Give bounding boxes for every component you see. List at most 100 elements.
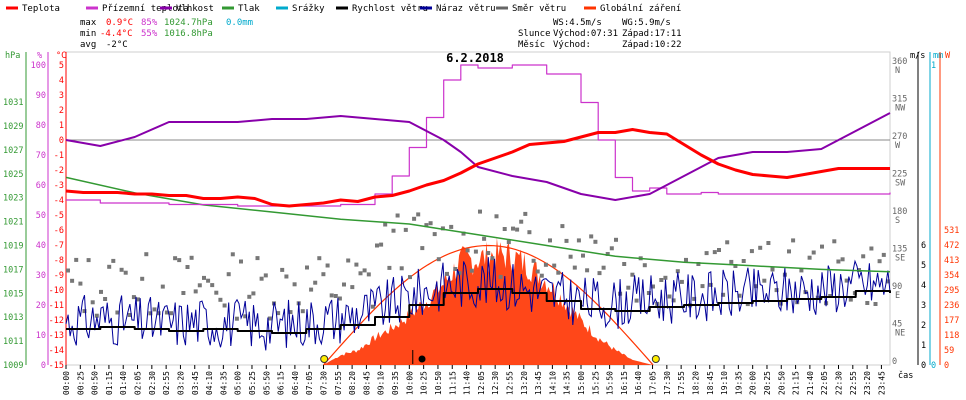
wind-direction-point: [152, 307, 157, 312]
direction-tick: 315: [892, 95, 907, 105]
wind-direction-point: [391, 228, 396, 233]
x-tick-label: 12:55: [505, 371, 514, 395]
wind-gust-layer: [65, 257, 891, 351]
direction-tick: 135: [892, 245, 907, 255]
wind-direction-point: [478, 209, 482, 214]
temperature-tick: 4: [59, 76, 64, 86]
wind-direction-point: [556, 270, 561, 275]
wind-direction-point: [597, 271, 602, 276]
stats-moon-label: Měsíc: [518, 40, 545, 50]
sunrise-marker: [320, 355, 329, 363]
wind-direction-point: [708, 282, 713, 287]
direction-label: NE: [895, 329, 905, 339]
humidity-tick: 0: [41, 361, 46, 371]
stats-moonset: Západ:10:22: [622, 40, 682, 50]
series-humidity: [65, 112, 891, 201]
wind-direction-point: [725, 240, 730, 245]
wind-direction-point: [523, 211, 528, 216]
wind-direction-point: [696, 262, 701, 266]
series-wind-speed: [66, 288, 891, 334]
wind-direction-point: [276, 311, 281, 316]
wind-direction-point: [815, 295, 820, 300]
x-tick-label: 19:10: [720, 371, 729, 395]
wind-direction-point: [399, 266, 404, 271]
temperature-tick: -9: [54, 271, 64, 281]
wind-direction-point: [255, 256, 260, 261]
temperature-tick: -5: [54, 211, 64, 221]
wind-direction-point: [457, 271, 462, 276]
wind-direction-point: [836, 259, 841, 264]
wind-direction-point: [445, 271, 449, 276]
direction-label: SW: [895, 179, 906, 189]
x-tick-label: 07:55: [334, 371, 343, 395]
x-tick-label: 22:55: [849, 371, 858, 395]
x-tick-label: 09:35: [391, 371, 400, 395]
radiation-tick: 177: [944, 316, 959, 326]
x-tick-label: 13:45: [534, 371, 543, 395]
wind-direction-point: [354, 262, 359, 267]
x-tick-label: 10:00: [405, 371, 414, 395]
wind-direction-point: [66, 268, 70, 273]
wind-direction-point: [572, 265, 577, 270]
wind-direction-point: [622, 262, 627, 266]
temperature-tick: -4: [54, 196, 64, 206]
series-temperature: [65, 128, 890, 208]
humidity-tick: 50: [36, 211, 46, 221]
x-tick-label: 01:40: [119, 371, 128, 395]
x-tick-label: 15:25: [591, 371, 600, 395]
wind-direction-point: [222, 303, 227, 308]
stats-max-temp: 0.9°C: [106, 18, 133, 28]
wind-direction-point: [94, 313, 99, 318]
wind-direction-point: [70, 278, 75, 283]
x-tick-label: 11:15: [448, 371, 457, 395]
moonset-marker: [418, 355, 426, 363]
series-radiation: [323, 237, 654, 365]
wind-direction-point: [197, 283, 202, 288]
stats-min-label: min: [80, 29, 96, 39]
wind-direction-point: [605, 252, 610, 256]
wind-direction-point: [473, 249, 478, 254]
stats-max-rain: 0.0mm: [226, 18, 253, 28]
wind-direction-point: [226, 272, 231, 277]
wind-direction-point: [432, 232, 437, 237]
wind-direction-point: [251, 291, 256, 296]
wind-direction-point: [552, 263, 557, 268]
x-tick-label: 15:50: [606, 371, 615, 395]
wind-direction-point: [288, 310, 293, 315]
series-ground-temperature: [66, 64, 891, 207]
wind-direction-point: [609, 246, 614, 251]
wind-direction-point: [799, 268, 804, 273]
wind-direction-point: [844, 278, 849, 283]
wind-direction-point: [832, 239, 837, 244]
left-axes: 1031102910271025102310211019101710151013…: [3, 52, 67, 371]
wind-direction-point: [581, 253, 585, 258]
wind-direction-point: [416, 212, 421, 217]
humidity-tick: 80: [36, 121, 46, 131]
wind-direction-point: [494, 214, 499, 219]
temperature-tick: -7: [54, 241, 64, 251]
wind-direction-point: [173, 256, 178, 261]
temperature-tick: 1: [59, 121, 64, 131]
humidity-tick: 20: [36, 301, 46, 311]
wind-direction-point: [263, 273, 268, 278]
unit-rain: mm: [933, 51, 943, 61]
x-tick-label: 20:00: [749, 371, 758, 395]
wind-direction-point: [210, 283, 215, 288]
wind-direction-point: [119, 267, 124, 272]
wind-direction-point: [185, 265, 190, 269]
x-axis-label: čas: [898, 370, 913, 381]
temperature-tick: -11: [49, 301, 64, 311]
x-tick-label: 05:00: [234, 371, 243, 395]
direction-label: N: [895, 66, 900, 76]
x-tick-label: 23:20: [863, 371, 872, 395]
series-radiation-theoretical: [323, 244, 654, 366]
wind-tick: 2: [921, 321, 926, 331]
wind-direction-point: [642, 263, 647, 268]
x-tick-label: 12:05: [477, 371, 486, 395]
wind-direction-point: [111, 258, 116, 263]
wind-direction-point: [502, 227, 507, 231]
pressure-tick: 1031: [3, 98, 23, 108]
radiation-tick: 295: [944, 286, 959, 296]
wind-direction-point: [811, 250, 816, 255]
wind-direction-point: [840, 257, 845, 262]
